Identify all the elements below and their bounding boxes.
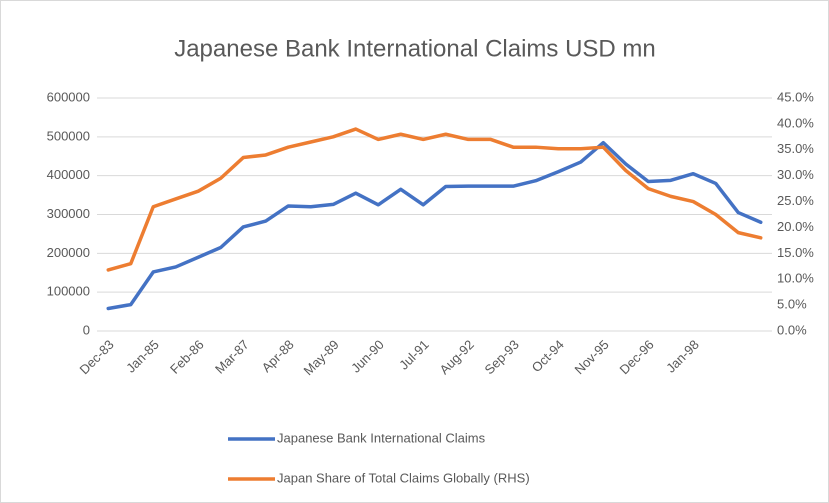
series-line <box>106 127 763 272</box>
y2-tick-label: 20.0% <box>777 219 814 234</box>
y-tick-label: 400000 <box>47 167 90 182</box>
y-tick-label: 200000 <box>47 245 90 260</box>
y2-tick-label: 45.0% <box>777 89 814 104</box>
y2-tick-label: 15.0% <box>777 245 814 260</box>
y2-tick-label: 10.0% <box>777 271 814 286</box>
series-line <box>106 140 763 311</box>
y2-tick-label: 30.0% <box>777 167 814 182</box>
y-tick-label: 100000 <box>47 284 90 299</box>
y-tick-label: 0 <box>83 322 90 337</box>
y-tick-label: 300000 <box>47 206 90 221</box>
legend-label: Japan Share of Total Claims Globally (RH… <box>277 470 530 485</box>
y-tick-label: 600000 <box>47 89 90 104</box>
y2-tick-label: 40.0% <box>777 115 814 130</box>
chart-title: Japanese Bank International Claims USD m… <box>174 35 656 62</box>
y2-tick-label: 35.0% <box>777 141 814 156</box>
y2-tick-label: 25.0% <box>777 193 814 208</box>
y-tick-label: 500000 <box>47 128 90 143</box>
y2-tick-label: 5.0% <box>777 297 807 312</box>
y2-tick-label: 0.0% <box>777 322 807 337</box>
legend-label: Japanese Bank International Claims <box>277 430 486 445</box>
